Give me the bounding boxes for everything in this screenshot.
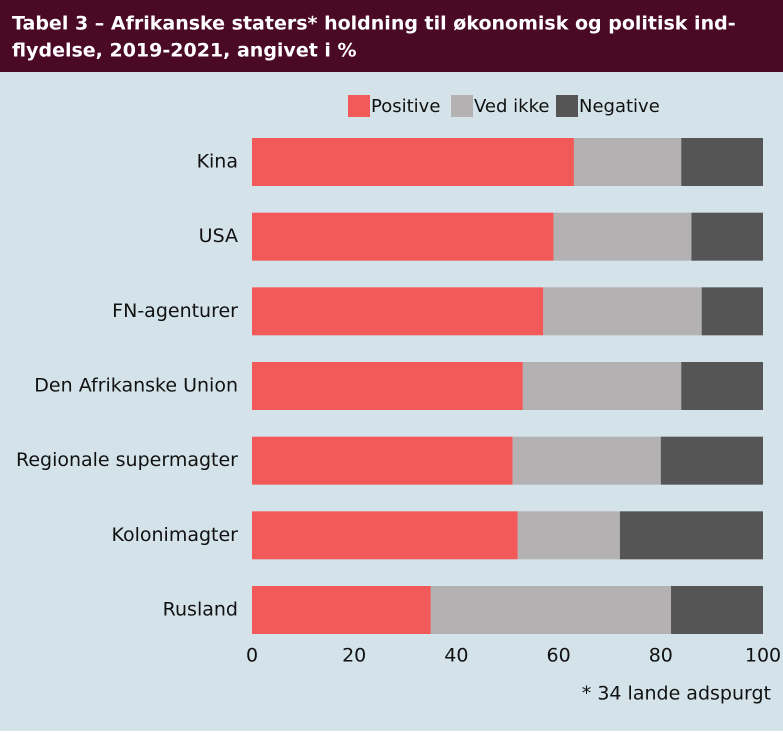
bar-segment	[543, 287, 702, 336]
bar-segment	[252, 511, 518, 560]
legend-label: Positive	[371, 96, 440, 117]
bar-segment	[681, 138, 763, 186]
x-tick-label: 100	[745, 645, 781, 667]
y-tick-label: Regionale supermagter	[16, 449, 238, 471]
y-tick-label: Den Afrikanske Union	[34, 375, 238, 397]
bar-segment	[681, 362, 763, 410]
footnote: * 34 lande adspurgt	[582, 683, 771, 705]
bar-segment	[671, 586, 763, 634]
bar-segment	[517, 511, 620, 560]
y-tick-label: FN-agenturer	[112, 300, 238, 322]
bar-segment	[252, 212, 554, 261]
title-banner	[0, 0, 783, 72]
x-tick-label: 60	[547, 645, 571, 667]
bar-segment	[252, 138, 574, 186]
x-tick-label: 80	[649, 645, 673, 667]
x-tick-label: 20	[342, 645, 366, 667]
y-tick-label: Kina	[197, 151, 238, 173]
legend-label: Ved ikke	[474, 96, 549, 117]
x-tick-label: 0	[246, 645, 258, 667]
bar-segment	[252, 436, 513, 485]
bar-segment	[252, 362, 523, 410]
chart-title: flydelse, 2019-2021, angivet i %	[12, 40, 357, 62]
y-tick-label: Rusland	[163, 599, 238, 621]
y-tick-label: USA	[199, 225, 238, 247]
bar-segment	[691, 212, 763, 261]
bar-segment	[619, 511, 763, 560]
bar-segment	[660, 436, 763, 485]
bar-segment	[573, 138, 682, 186]
legend-label: Negative	[579, 96, 660, 117]
legend-swatch	[556, 95, 578, 117]
bar-segment	[522, 362, 682, 410]
bar-segment	[553, 212, 692, 261]
bar-segment	[701, 287, 763, 336]
x-tick-label: 40	[444, 645, 468, 667]
bar-segment	[252, 287, 544, 336]
bar-segment	[512, 436, 661, 485]
legend-swatch	[348, 95, 370, 117]
legend-swatch	[451, 95, 473, 117]
bar-segment	[252, 586, 431, 634]
y-tick-label: Kolonimagter	[111, 524, 238, 546]
chart-title: Tabel 3 – Afrikanske staters* holdning t…	[12, 13, 736, 35]
bar-segment	[430, 586, 672, 634]
